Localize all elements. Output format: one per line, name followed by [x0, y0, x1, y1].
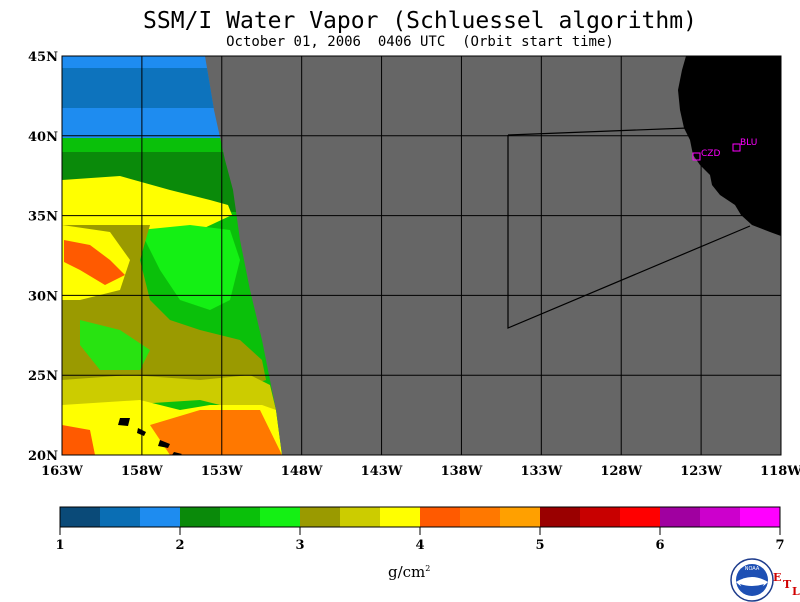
longitude-labels: 163W 158W 153W 148W 143W 138W 133W 128W 123W 118W: [41, 464, 800, 479]
longitude-label: 118W: [760, 464, 800, 479]
track-line: [507, 135, 751, 329]
colorbar-swatch: [420, 507, 461, 527]
colorbar-swatch: [180, 507, 221, 527]
colorbar-swatch: [140, 507, 181, 527]
longitude-label: 143W: [361, 464, 403, 479]
latitude-label: 45N: [28, 50, 58, 65]
station-czd-marker: [692, 152, 701, 161]
noaa-logo: NOAA: [730, 558, 774, 602]
latitude-label: 40N: [28, 130, 58, 145]
colorbar-units: g/cm2: [388, 563, 431, 581]
colorbar-tick-label: 2: [175, 538, 184, 553]
colorbar-tick-label: 7: [775, 538, 784, 553]
colorbar-swatch: [700, 507, 741, 527]
colorbar-tick-label: 5: [535, 538, 544, 553]
colorbar-swatch: [220, 507, 261, 527]
wv-band-3-8: [62, 176, 232, 230]
colorbar-swatch: [540, 507, 581, 527]
hawaii-island: [172, 452, 182, 455]
station-czd-label: CZD: [701, 149, 720, 159]
longitude-label: 158W: [121, 464, 163, 479]
latitude-label: 25N: [28, 369, 58, 384]
longitude-label: 148W: [281, 464, 323, 479]
colorbar-swatch: [340, 507, 381, 527]
wv-band-3-5: [62, 375, 276, 410]
longitude-label: 128W: [600, 464, 642, 479]
colorbar-swatch: [380, 507, 421, 527]
etl-letter-e: E: [773, 571, 782, 584]
colorbar-swatch: [260, 507, 301, 527]
longitude-label: 123W: [680, 464, 722, 479]
colorbar-tick-label: 6: [655, 538, 664, 553]
land-california: [678, 56, 781, 236]
colorbar-swatch: [300, 507, 341, 527]
wv-band-2-8b: [80, 320, 150, 370]
longitude-label: 163W: [41, 464, 83, 479]
longitude-label: 153W: [201, 464, 243, 479]
map-frame: [61, 55, 782, 456]
wv-band-2-8: [140, 225, 240, 310]
station-blu-marker: [732, 143, 741, 152]
colorbar-tick-labels: 1 2 3 4 5 6 7: [55, 527, 785, 553]
colorbar-swatch: [100, 507, 141, 527]
map-title: SSM/I Water Vapor (Schluessel algorithm): [143, 8, 697, 34]
hawaii-island: [158, 440, 170, 448]
map-subtitle: October 01, 2006 0406 UTC (Orbit start t…: [226, 34, 614, 50]
etl-letter-l: L: [792, 585, 800, 598]
colorbar-tick-label: 1: [55, 538, 64, 553]
longitude-label: 138W: [441, 464, 483, 479]
station-blu-label: BLU: [740, 138, 757, 148]
noaa-logo-text: NOAA: [745, 566, 760, 572]
wv-band-4-3b: [62, 425, 95, 455]
colorbar-swatch: [580, 507, 621, 527]
colorbar-swatch: [460, 507, 501, 527]
latitude-label: 20N: [28, 449, 58, 464]
colorbar-tick-label: 3: [295, 538, 304, 553]
etl-letter-t: T: [783, 578, 792, 591]
track-line: [507, 127, 689, 136]
colorbar: [59, 506, 781, 528]
colorbar-swatch: [60, 507, 101, 527]
longitude-label: 133W: [520, 464, 562, 479]
latitude-labels: 45N 40N 35N 30N 25N 20N: [28, 50, 58, 464]
colorbar-swatch: [740, 507, 781, 527]
colorbar-swatch: [500, 507, 541, 527]
wv-band-4-6: [150, 410, 282, 455]
colorbar-tick-label: 4: [415, 538, 424, 553]
colorbar-swatch: [620, 507, 661, 527]
latitude-label: 35N: [28, 210, 58, 225]
hawaii-island: [118, 418, 130, 426]
latitude-label: 30N: [28, 289, 58, 304]
graticule: [62, 56, 781, 455]
colorbar-swatch: [660, 507, 701, 527]
wv-band-4-3: [64, 240, 125, 285]
